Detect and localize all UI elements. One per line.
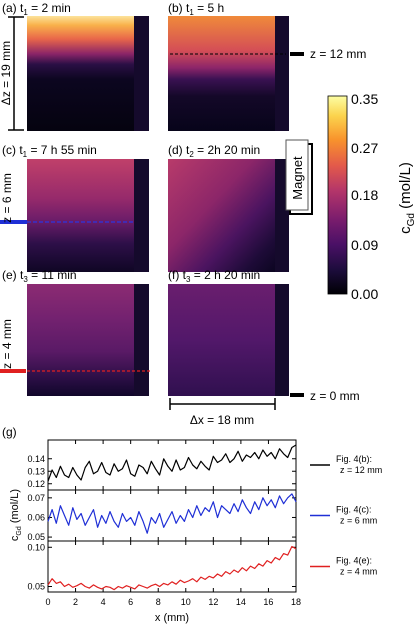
panel-e: (e) t3 = 11 min <box>2 268 149 396</box>
dz-annotation: Δz = 19 mm <box>0 16 24 131</box>
legend-label: z = 12 mm <box>340 465 382 475</box>
z6-annotation: z = 6 mm <box>0 173 134 224</box>
legend-label: Fig. 4(b): <box>336 454 372 464</box>
panel-e-label: (e) t3 = 11 min <box>2 268 77 284</box>
panel-f-image <box>168 284 275 396</box>
y-tick-label: 0.06 <box>27 512 45 522</box>
colorbar-tick: 0.27 <box>351 140 378 156</box>
dx-annotation: Δx = 18 mm <box>169 398 276 427</box>
z12-label: z = 12 mm <box>310 47 366 61</box>
colorbar-tick: 0.00 <box>351 286 378 302</box>
y-tick-label: 0.13 <box>27 466 45 476</box>
y-tick-label: 0.10 <box>27 542 45 552</box>
x-tick-label: 14 <box>236 597 246 607</box>
z0-label: z = 0 mm <box>310 389 360 403</box>
colorbar-label: cGd (mol/L) <box>397 162 415 234</box>
magnet-annotation: Magnet <box>285 139 313 215</box>
x-tick-label: 2 <box>73 597 78 607</box>
legend-label: z = 4 mm <box>340 567 377 577</box>
panel-f-wall <box>275 284 289 396</box>
dz-label: Δz = 19 mm <box>0 41 13 105</box>
panel-d: (d) t2 = 2h 20 min <box>168 143 289 272</box>
panel-a: (a) t1 = 2 min <box>2 1 149 131</box>
panel-b-wall <box>275 16 289 131</box>
x-tick-label: 16 <box>263 597 273 607</box>
series-line <box>47 493 297 534</box>
x-tick-label: 6 <box>128 597 133 607</box>
panel-b: (b) t1 = 5 h <box>168 1 289 131</box>
panel-d-label: (d) t2 = 2h 20 min <box>168 143 260 159</box>
panel-g-label: (g) <box>2 425 17 439</box>
z4-label: z = 4 mm <box>0 319 14 369</box>
panel-b-label: (b) t1 = 5 h <box>168 1 224 17</box>
panel-c-image <box>27 159 134 272</box>
z6-label: z = 6 mm <box>0 173 14 223</box>
panel-c-label: (c) t1 = 7 h 55 min <box>2 143 97 159</box>
panel-b-image <box>168 16 275 131</box>
x-tick-label: 4 <box>101 597 106 607</box>
dx-label: Δx = 18 mm <box>190 413 254 427</box>
colorbar: 0.35 0.27 0.18 0.09 0.00 cGd (mol/L) <box>327 91 415 302</box>
panel-f: (f) t3 = 2 h 20 min <box>168 268 289 396</box>
colorbar-tick: 0.09 <box>351 237 378 253</box>
panel-a-wall <box>134 16 149 131</box>
legend-label: Fig. 4(e): <box>336 556 372 566</box>
x-tick-label: 10 <box>181 597 191 607</box>
x-tick-label: 8 <box>156 597 161 607</box>
panel-e-image <box>27 284 134 396</box>
panel-f-label: (f) t3 = 2 h 20 min <box>168 268 260 284</box>
colorbar-tick: 0.35 <box>351 91 378 107</box>
panel-c: (c) t1 = 7 h 55 min <box>2 143 149 272</box>
panel-c-wall <box>134 159 149 272</box>
magnet-label: Magnet <box>290 156 305 200</box>
y-tick-label: 0.07 <box>27 493 45 503</box>
x-tick-label: 12 <box>208 597 218 607</box>
colorbar-tick: 0.18 <box>351 187 378 203</box>
subplot-frame <box>47 439 297 491</box>
z4-annotation: z = 4 mm <box>0 319 150 373</box>
x-axis-label: x (mm) <box>155 612 189 624</box>
y-tick-label: 0.12 <box>27 479 45 489</box>
x-tick-label: 18 <box>291 597 301 607</box>
panel-a-label: (a) t1 = 2 min <box>2 1 71 17</box>
y-tick-label: 0.05 <box>27 582 45 592</box>
panel-e-wall <box>134 284 149 396</box>
panel-a-image <box>27 16 134 131</box>
series-line <box>47 545 297 591</box>
y-tick-label: 0.05 <box>27 532 45 542</box>
z0-annotation: z = 0 mm <box>290 389 360 403</box>
x-tick-label: 0 <box>45 597 50 607</box>
profile-chart: 0.12 0.13 0.14 Fig. 4(b):z = 12 mm 0.05 0.06 0… <box>9 439 382 624</box>
series-line <box>47 444 297 482</box>
legend-label: Fig. 4(c): <box>336 505 372 515</box>
z12-annotation: z = 12 mm <box>170 47 366 61</box>
subplot-frame <box>47 540 297 593</box>
y-axis-label: cGd (mol/L) <box>9 489 23 541</box>
subplot-frame <box>47 489 297 542</box>
colorbar-gradient <box>327 95 348 295</box>
y-tick-label: 0.14 <box>27 454 45 464</box>
panel-d-image <box>168 159 275 272</box>
legend-label: z = 6 mm <box>340 516 377 526</box>
